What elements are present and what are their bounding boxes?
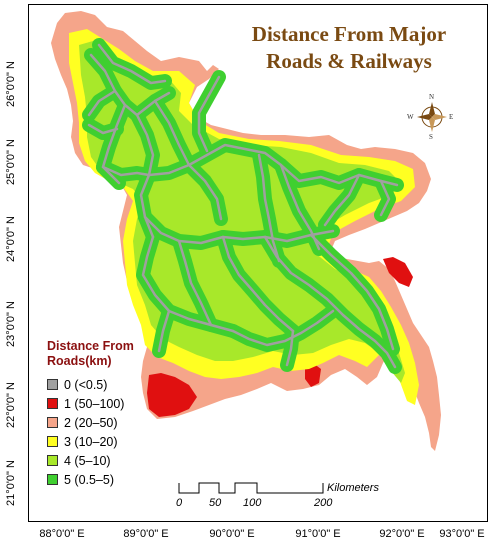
road-network-layer [87, 43, 399, 369]
road-line-6 [187, 143, 399, 187]
compass-rose [417, 102, 447, 132]
longitude-label-93e: 93°0'0" E [439, 528, 485, 540]
compass-west-label: W [407, 113, 414, 121]
road-line-20 [197, 75, 221, 153]
scale-unit-label: Kilometers [327, 482, 379, 494]
road-line-15 [231, 309, 335, 347]
road-line-21 [87, 89, 117, 117]
map-title-line1: Distance From Major [251, 22, 447, 46]
latitude-label-26n: 26°0'0" N [5, 61, 17, 107]
scale-tick-0: 0 [176, 497, 183, 509]
legend-item-1: 1 (50–100) [47, 394, 134, 413]
scale-tick-200: 200 [314, 497, 333, 509]
legend-title-line1: Distance From [47, 339, 134, 353]
map-frame: N S E W Distance From Major Roads & Rail… [28, 4, 488, 522]
far-zone-sundarbans [147, 373, 197, 417]
road-line-10 [141, 235, 235, 333]
road-line-19 [379, 179, 391, 217]
compass-north-label: N [429, 93, 435, 101]
compass-south-label: S [429, 133, 433, 141]
legend-swatch-5 [47, 474, 58, 485]
legend-item-5: 5 (0.5–5) [47, 470, 134, 489]
road-line-2 [101, 103, 127, 185]
longitude-label-91e: 91°0'0" E [295, 528, 341, 540]
legend-item-2: 2 (20–50) [47, 413, 134, 432]
latitude-label-25n: 25°0'0" N [5, 139, 17, 185]
road-line-12 [221, 235, 295, 333]
legend-item-3: 3 (10–20) [47, 432, 134, 451]
map-canvas [51, 11, 447, 494]
legend-swatch-2 [47, 417, 58, 428]
legend-swatch-3 [47, 436, 58, 447]
scale-tick-50: 50 [209, 497, 222, 509]
road-line-18 [323, 173, 361, 227]
road-line-9 [143, 215, 335, 245]
legend-item-0: 0 (<0.5) [47, 375, 134, 394]
latitude-label-21n: 21°0'0" N [5, 460, 17, 506]
legend-item-4: 4 (5–10) [47, 451, 134, 470]
longitude-label-89e: 89°0'0" E [123, 528, 169, 540]
compass-east-label: E [449, 113, 454, 121]
road-line-16 [157, 309, 171, 353]
legend: Distance From Roads(km) 0 (<0.5) 1 (50–1… [47, 339, 134, 489]
road-line-17 [285, 329, 295, 367]
longitude-label-88e: 88°0'0" E [39, 528, 85, 540]
road-line-4 [101, 163, 191, 177]
latitude-label-23n: 23°0'0" N [5, 301, 17, 347]
road-line-22 [87, 123, 119, 135]
road-line-13 [263, 235, 397, 369]
scale-bar [178, 482, 324, 494]
legend-swatch-4 [47, 455, 58, 466]
road-line-14 [309, 233, 395, 351]
road-line-11 [177, 239, 213, 327]
longitude-label-90e: 90°0'0" E [209, 528, 255, 540]
map-title-line2: Roads & Railways [266, 49, 432, 73]
legend-swatch-1 [47, 398, 58, 409]
legend-title-line2: Roads(km) [47, 354, 112, 368]
far-zone-chittagong-hills [383, 257, 413, 287]
latitude-label-22n: 22°0'0" N [5, 382, 17, 428]
scale-tick-100: 100 [243, 497, 262, 509]
legend-swatch-0 [47, 379, 58, 390]
road-line-7 [257, 153, 281, 263]
map-title: Distance From Major Roads & Railways [229, 21, 469, 75]
longitude-label-92e: 92°0'0" E [379, 528, 425, 540]
road-line-1 [97, 43, 167, 85]
latitude-label-24n: 24°0'0" N [5, 216, 17, 262]
